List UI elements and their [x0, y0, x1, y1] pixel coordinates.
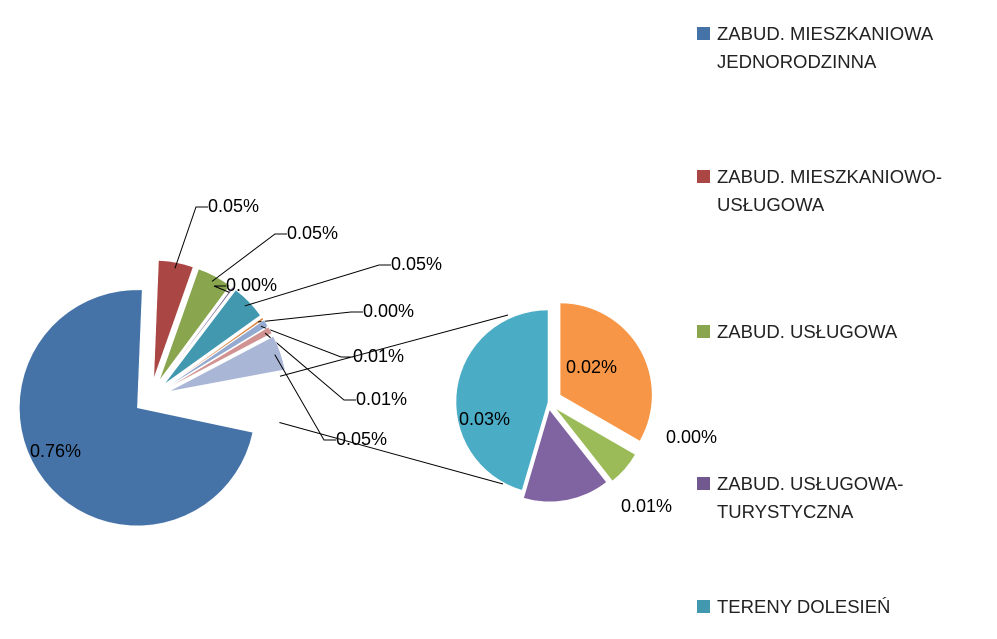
data-label: 0.00% [666, 427, 717, 447]
pie-slice [167, 326, 273, 389]
leader-line [244, 264, 391, 307]
legend-item: ZABUD. USŁUGOWA [697, 318, 977, 346]
data-label: 0.01% [356, 389, 407, 409]
legend-swatch [697, 325, 710, 338]
data-label: 0.01% [353, 346, 404, 366]
pie-slice [166, 317, 264, 387]
legend-item: TERENY DOLESIEŃ [697, 593, 977, 621]
leader-line [274, 354, 336, 441]
legend-swatch [697, 600, 710, 613]
data-label: 0.05% [287, 223, 338, 243]
legend-label: TERENY DOLESIEŃ [717, 596, 891, 617]
legend-item: ZABUD. MIESZKANIOWO-USŁUGOWA [697, 163, 977, 219]
legend-swatch [697, 27, 710, 40]
pie-slice [153, 260, 194, 379]
data-label: 0.01% [621, 496, 672, 516]
pie-slice [164, 289, 261, 385]
legend-label: ZABUD. USŁUGOWA [717, 321, 898, 342]
data-label: 0.02% [566, 357, 617, 377]
pie-slice [161, 286, 234, 383]
data-label: 0.00% [363, 301, 414, 321]
legend-item: ZABUD. MIESZKANIOWA JEDNORODZINNA [697, 20, 977, 76]
data-label: 0.05% [336, 429, 387, 449]
pie-slice [559, 302, 653, 442]
connector-line [279, 422, 504, 485]
legend-label: ZABUD. MIESZKANIOWO-USŁUGOWA [717, 166, 943, 215]
legend-item: ZABUD. USŁUGOWA-TURYSTYCZNA [697, 470, 977, 526]
legend-label: ZABUD. USŁUGOWA-TURYSTYCZNA [717, 473, 904, 522]
legend-swatch [697, 170, 710, 183]
pie-slice [19, 289, 254, 527]
pie-slice [166, 319, 269, 388]
data-label: 0.05% [208, 196, 259, 216]
data-label: 0.76% [30, 441, 81, 461]
leader-line [260, 325, 353, 358]
pie-slice [455, 309, 549, 491]
data-label: 0.03% [459, 409, 510, 429]
leader-line [264, 332, 356, 401]
leader-line [174, 206, 208, 269]
leader-line [213, 285, 230, 293]
pie-slice [159, 268, 231, 381]
connector-line [279, 314, 509, 377]
legend-label: ZABUD. MIESZKANIOWA JEDNORODZINNA [717, 23, 933, 72]
data-label: 0.05% [391, 254, 442, 274]
leader-line [211, 233, 287, 282]
legend-swatch [697, 477, 710, 490]
pie-slice [523, 409, 607, 503]
leader-line [258, 311, 363, 323]
data-label: 0.00% [226, 275, 277, 295]
pie-slice [168, 336, 286, 392]
pie-slice [555, 408, 636, 482]
